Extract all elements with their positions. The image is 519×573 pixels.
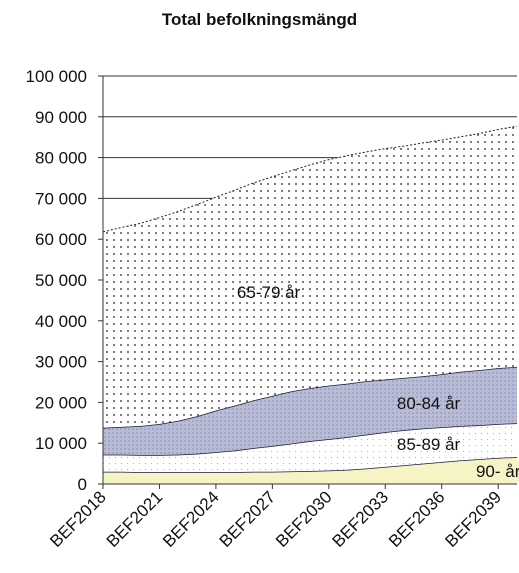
series-labels: 90- år 85-89 år 80-84 år 65-79 år <box>237 283 519 482</box>
y-tick-label: 30 000 <box>35 353 87 372</box>
chart-title: Total befolkningsmängd <box>161 10 358 29</box>
x-tick-label: BEF2024 <box>159 487 223 551</box>
x-tick-label: BEF2021 <box>103 487 167 551</box>
series-label: 65-79 år <box>237 283 301 302</box>
y-tick-label: 40 000 <box>35 312 87 331</box>
y-tick-label: 20 000 <box>35 393 87 412</box>
series-areas <box>102 125 518 484</box>
x-tick-label: BEF2033 <box>329 487 393 551</box>
series-label-bg <box>469 460 519 482</box>
x-tick-label: BEF2039 <box>441 487 505 551</box>
y-tick-label: 70 000 <box>35 189 87 208</box>
y-tick-label: 0 <box>78 475 87 494</box>
area-series-3 <box>103 366 517 456</box>
area-series-1 <box>103 457 517 484</box>
area-series-2 <box>103 423 517 473</box>
x-tick-label: BEF2030 <box>272 487 336 551</box>
x-tick-label: BEF2036 <box>385 487 449 551</box>
y-tick-label: 100 000 <box>26 67 87 86</box>
y-tick-label: 60 000 <box>35 230 87 249</box>
y-tick-label: 90 000 <box>35 108 87 127</box>
y-tick-label: 10 000 <box>35 434 87 453</box>
area-series-4 <box>103 126 517 428</box>
area-series-top-line <box>102 125 518 233</box>
x-tick-label: BEF2027 <box>216 487 280 551</box>
x-tick-label: BEF2018 <box>46 487 110 551</box>
series-label: 85-89 år <box>397 435 461 454</box>
y-tick-label: 80 000 <box>35 149 87 168</box>
series-label: 80-84 år <box>397 394 461 413</box>
y-tick-label: 50 000 <box>35 271 87 290</box>
axes: 0 10 000 20 000 30 000 40 000 50 000 60 000 70 … <box>26 67 517 551</box>
series-label: 90- år <box>476 462 519 481</box>
